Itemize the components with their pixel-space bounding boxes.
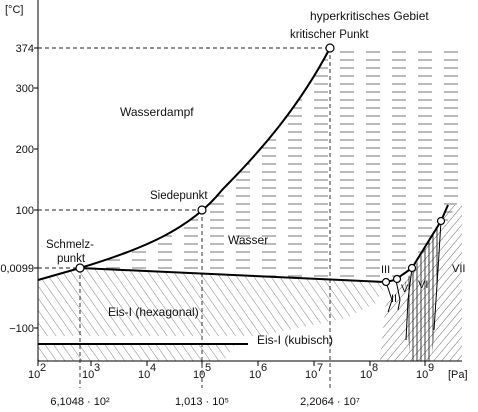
- triple-point-pressure-label: 6,1048 · 10²: [50, 396, 110, 408]
- ice-ii-label: II: [391, 293, 397, 305]
- x-tick-label: 10 4: [138, 362, 156, 381]
- y-axis-ticks: [34, 47, 38, 329]
- x-tick-label: 10 3: [82, 362, 100, 381]
- melting-point-label-line1: Schmelz-: [46, 239, 94, 251]
- y-tick-label: 374: [16, 43, 34, 55]
- triple-point-ice-v-marker[interactable]: [392, 274, 402, 284]
- x-tick-label: 10 6: [249, 362, 267, 381]
- melting-curve: [79, 267, 387, 283]
- triple-point-marker[interactable]: [75, 263, 85, 273]
- x-tick-label: 10 9: [416, 362, 434, 381]
- x-tick-label: 10 5: [193, 362, 211, 381]
- svg-text:9: 9: [428, 362, 434, 374]
- svg-text:4: 4: [150, 362, 156, 374]
- y-tick-label: 0,0099: [0, 263, 34, 275]
- ice-boundary-3: [405, 267, 413, 341]
- boiling-point-label: Siedepunkt: [150, 190, 208, 202]
- svg-text:10: 10: [28, 369, 40, 381]
- svg-text:10: 10: [416, 369, 428, 381]
- sublimation-curve: [37, 267, 81, 281]
- ice-hex-region-fill: [38, 268, 386, 336]
- ice-v-label: V: [401, 283, 409, 295]
- svg-text:6: 6: [261, 362, 267, 374]
- svg-text:10: 10: [305, 369, 317, 381]
- ice-boundary-4: [433, 220, 442, 331]
- supercritical-region-label: hyperkritisches Gebiet: [310, 9, 429, 23]
- x-tick-label: 10 8: [360, 362, 378, 381]
- triple-point-ice-vii-marker[interactable]: [436, 216, 446, 226]
- svg-text:7: 7: [317, 362, 323, 374]
- x-tick-label: 10 2: [28, 362, 46, 381]
- svg-text:10: 10: [249, 369, 261, 381]
- triple-point-ice-vi-marker[interactable]: [407, 263, 417, 273]
- triple-point-ice-iii-marker[interactable]: [381, 277, 391, 287]
- x-axis-ticks: [37, 361, 426, 366]
- svg-text:10: 10: [82, 369, 94, 381]
- ice-cubic-region-fill: [38, 344, 235, 361]
- x-tick-label: 10 7: [305, 362, 323, 381]
- ice-hex-region-label: Eis-I (hexagonal): [108, 305, 199, 319]
- ice-vii-label: VII: [452, 263, 465, 275]
- x-axis-unit: [Pa]: [448, 369, 468, 381]
- y-tick-label: −100: [9, 323, 34, 335]
- boiling-point-pressure-label: 1,013 · 10⁵: [175, 396, 229, 408]
- critical-point-label: kritischer Punkt: [290, 29, 369, 41]
- y-tick-label: 200: [16, 144, 34, 156]
- svg-text:10: 10: [360, 369, 372, 381]
- critical-point-marker[interactable]: [325, 43, 335, 53]
- ice-vi-region-fill: [405, 221, 441, 361]
- svg-text:10: 10: [193, 369, 205, 381]
- svg-text:3: 3: [94, 362, 100, 374]
- boiling-point-marker[interactable]: [197, 205, 207, 215]
- water-region-label: Wasser: [228, 233, 268, 247]
- ice-vi-label: VI: [418, 279, 428, 291]
- y-axis-unit: [°C]: [5, 4, 23, 16]
- supercritical-dash-fill: [330, 48, 462, 198]
- vapor-region-label: Wasserdampf: [120, 105, 194, 119]
- melting-point-label-line2: punkt: [57, 253, 86, 265]
- ice-iii-label: III: [381, 264, 390, 276]
- svg-text:8: 8: [372, 362, 378, 374]
- y-tick-label: 100: [16, 205, 34, 217]
- y-tick-label: 300: [16, 83, 34, 95]
- vaporization-curve: [79, 47, 331, 269]
- svg-text:5: 5: [205, 362, 211, 374]
- critical-point-pressure-label: 2,2064 · 10⁷: [300, 396, 360, 408]
- ice-cubic-region-label: Eis-I (kubisch): [257, 333, 333, 347]
- ice-boundary-1: [385, 281, 393, 313]
- ice-boundary-2: [395, 279, 401, 311]
- svg-text:10: 10: [138, 369, 150, 381]
- svg-text:2: 2: [40, 362, 46, 374]
